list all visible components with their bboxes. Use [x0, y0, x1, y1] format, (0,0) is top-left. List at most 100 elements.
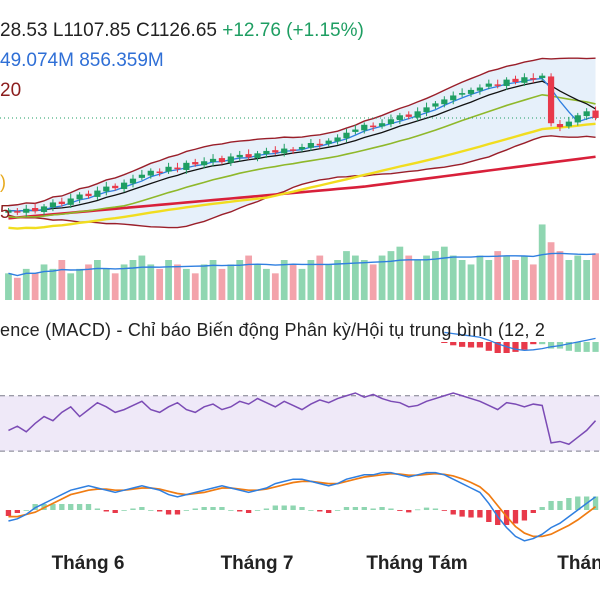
ma-legend: 20: [0, 80, 21, 102]
rsi-band: [0, 395, 600, 452]
histogram-bar: [23, 510, 29, 511]
ma50-tag: ): [0, 172, 6, 192]
volume-bar: [387, 251, 395, 300]
candle-body: [120, 182, 128, 189]
histogram-bar: [308, 510, 314, 511]
candle-body: [325, 140, 332, 144]
volume-bar: [298, 268, 306, 300]
histogram-bar: [539, 507, 545, 510]
rsi-pane[interactable]: [0, 370, 600, 470]
histogram-bar: [414, 509, 421, 511]
macd-histogram-bar: [494, 342, 501, 353]
volume-bar: [289, 264, 297, 300]
low-value: 1107.85: [63, 20, 131, 41]
candle-body: [263, 150, 270, 155]
volume-bar: [236, 260, 244, 300]
x-axis-tick: Tháng Tám: [366, 553, 468, 574]
candle-body: [58, 201, 65, 205]
histogram-bar: [5, 510, 12, 516]
histogram-bar: [530, 510, 536, 513]
volume-bar: [343, 251, 350, 300]
volume-bar: [147, 264, 155, 300]
candle-body: [14, 211, 21, 213]
macd-histogram-bar: [512, 342, 519, 352]
candle-body: [209, 158, 217, 163]
ohlc-legend: 28.53 L1107.85 C1126.65 +12.76 (+1.15%): [0, 20, 364, 42]
x-axis-tick: Tháng 7: [220, 553, 294, 574]
volume-bar: [494, 251, 502, 300]
macd-histogram-bar: [547, 342, 555, 349]
histogram-bar: [254, 510, 261, 511]
histogram-bar: [165, 510, 172, 515]
volume-bar: [165, 260, 172, 300]
candle-body: [76, 194, 83, 200]
candle-body: [138, 174, 145, 178]
price-pane[interactable]: [0, 0, 600, 310]
volume-bar: [351, 255, 359, 300]
volume-bar: [316, 255, 324, 300]
candle-body: [556, 124, 564, 128]
histogram-bar: [228, 510, 234, 511]
volume-bar: [512, 260, 519, 300]
macd-line: [8, 471, 596, 542]
volume-bar: [458, 260, 466, 300]
histogram-bar: [432, 508, 439, 510]
volume-ma-line: [8, 252, 596, 277]
volume-bar: [200, 264, 208, 300]
candle-body: [583, 111, 590, 117]
histogram-bar: [361, 507, 367, 510]
candle-body: [289, 149, 297, 151]
histogram-bar: [94, 508, 101, 510]
x-axis-tick: Thán: [557, 553, 600, 574]
candle-body: [183, 162, 190, 170]
candle-body: [94, 190, 101, 197]
macd-pane[interactable]: [0, 320, 600, 360]
histogram-bar: [85, 504, 92, 510]
candle-body: [165, 166, 172, 172]
volume-bar: [432, 251, 439, 300]
histogram-bar: [272, 505, 278, 510]
candle-body: [512, 78, 519, 82]
histogram-bar: [370, 508, 376, 510]
volume-bar: [547, 242, 555, 300]
signal-line: [8, 472, 597, 538]
candle-body: [396, 115, 403, 121]
price-change: +12.76 (+1.15%): [222, 20, 364, 41]
volume-bar: [22, 268, 30, 300]
volume-bar: [467, 264, 475, 300]
histogram-bar: [50, 504, 56, 510]
candle-body: [494, 84, 501, 86]
oscillator-pane[interactable]: [0, 470, 600, 550]
candle-body: [334, 137, 341, 142]
volume-bar: [449, 255, 457, 300]
macd-histogram-bar: [485, 342, 492, 351]
candle-body: [218, 158, 226, 163]
histogram-bar: [148, 510, 154, 511]
macd-histogram-bar: [450, 342, 457, 346]
candle-body: [467, 89, 475, 94]
volume-bar: [565, 260, 573, 300]
macd-histogram-bar: [503, 342, 510, 353]
volume-bar: [423, 255, 430, 300]
volume-bar: [245, 255, 253, 300]
candle-body: [592, 110, 599, 118]
histogram-bar: [477, 510, 483, 518]
macd-title: ence (MACD) - Chỉ báo Biến động Phân kỳ/…: [0, 320, 546, 340]
volume-bar: [138, 255, 146, 300]
volume-bar: [49, 268, 57, 300]
bollinger-lower-line: [8, 135, 596, 229]
candle-body: [112, 185, 119, 189]
histogram-bar: [139, 507, 145, 510]
histogram-bar: [76, 504, 83, 510]
candle-body: [459, 93, 466, 95]
candle-body: [245, 154, 252, 158]
candle-body: [147, 170, 154, 176]
volume-bar: [574, 255, 582, 300]
ma-fragment: 20: [0, 80, 22, 101]
candle-body: [281, 148, 288, 154]
candle-body: [352, 129, 359, 132]
histogram-bar: [521, 510, 528, 521]
histogram-bar: [468, 510, 474, 518]
candle-body: [85, 193, 92, 197]
